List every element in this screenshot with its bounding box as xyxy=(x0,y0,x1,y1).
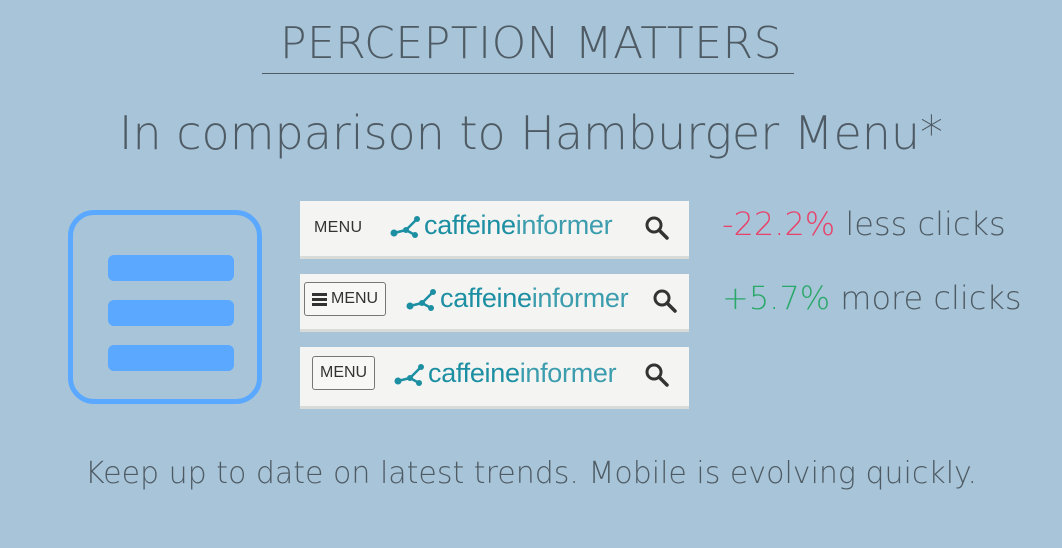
molecule-logo-icon xyxy=(390,215,420,238)
header-variant-hamburger-menu: MENU caffeine informer xyxy=(300,274,689,332)
header-variant-plain: MENU caffeine informer xyxy=(300,201,689,259)
molecule-logo-icon xyxy=(394,363,424,386)
stat-value: +5.7% xyxy=(722,279,831,317)
molecule-logo-icon xyxy=(406,288,436,311)
boxed-menu-button[interactable]: MENU xyxy=(312,356,376,390)
caffeineinformer-logo: caffeine informer xyxy=(406,283,629,314)
logo-text-caffeine: caffeine xyxy=(428,358,520,388)
stat-value: -22.2% xyxy=(722,205,836,243)
search-icon[interactable] xyxy=(644,362,670,388)
page-title: PERCEPTION MATTERS xyxy=(279,18,783,69)
logo-text-caffeine: caffeine xyxy=(424,210,516,240)
logo-text-informer: informer xyxy=(515,210,613,240)
stat-label: more clicks xyxy=(830,279,1022,317)
footer-note: Keep up to date on latest trends. Mobile… xyxy=(84,456,978,491)
caffeineinformer-logo: caffeine informer xyxy=(390,210,613,241)
logo-text-informer: informer xyxy=(531,283,629,313)
hamburger-icon xyxy=(68,210,262,404)
menu-button-label: MENU xyxy=(320,364,368,381)
search-icon[interactable] xyxy=(644,215,670,241)
hamburger-bar xyxy=(108,255,234,281)
menu-text-button[interactable]: MENU xyxy=(314,219,363,236)
menu-button-label: MENU xyxy=(331,290,379,307)
stat-less-clicks: -22.2% less clicks xyxy=(722,205,1006,243)
hamburger-mini-icon xyxy=(312,292,327,306)
logo-text-informer: informer xyxy=(519,358,617,388)
stat-label: less clicks xyxy=(835,205,1006,243)
stat-more-clicks: +5.7% more clicks xyxy=(722,279,1022,317)
title-underline xyxy=(262,73,794,74)
search-icon[interactable] xyxy=(652,288,678,314)
caffeineinformer-logo: caffeine informer xyxy=(394,358,617,389)
hamburger-bar xyxy=(108,300,234,326)
page-subtitle: In comparison to Hamburger Menu* xyxy=(118,106,944,160)
hamburger-bar xyxy=(108,345,234,371)
hamburger-menu-button[interactable]: MENU xyxy=(304,282,387,316)
logo-text-caffeine: caffeine xyxy=(440,283,532,313)
header-variant-boxed-menu: MENU caffeine informer xyxy=(300,347,689,409)
